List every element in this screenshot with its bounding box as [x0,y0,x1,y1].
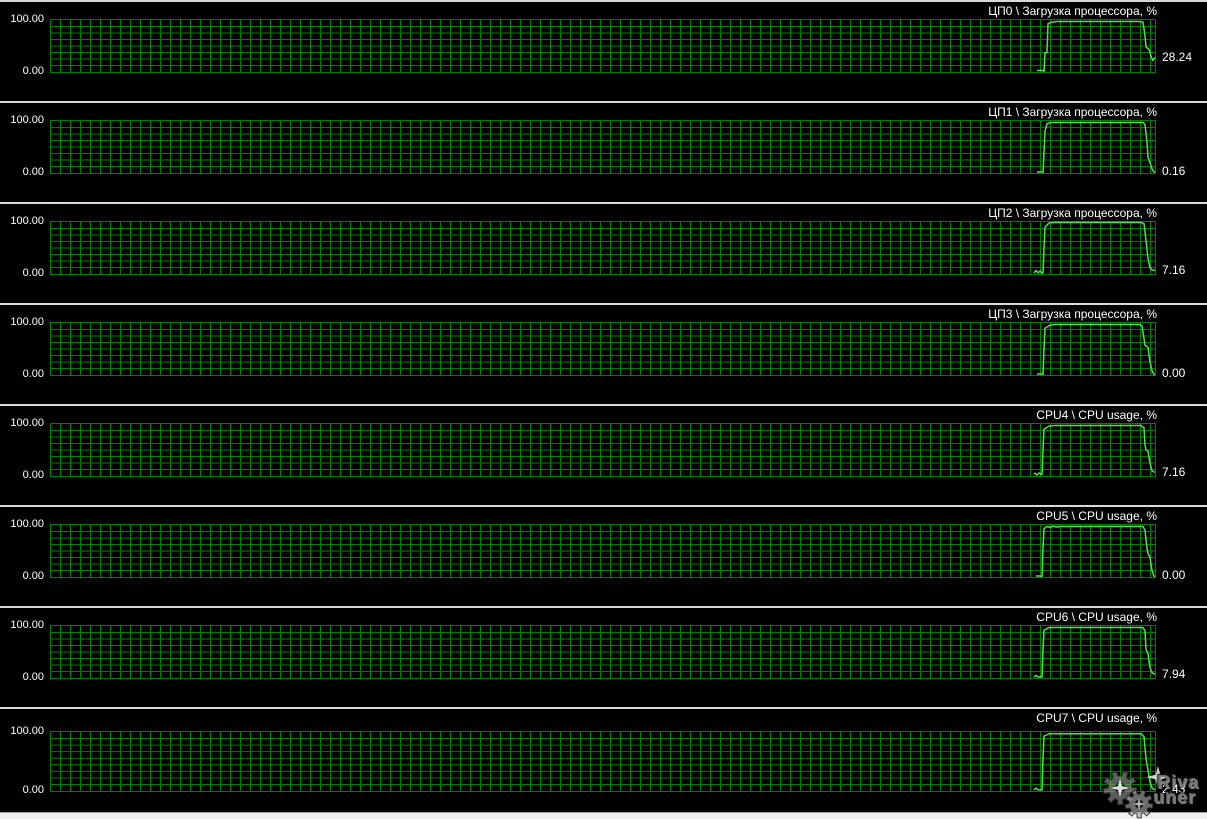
usage-line [1037,121,1156,174]
usage-line [1037,323,1156,376]
current-value-label: 28.24 [1162,50,1193,65]
graph-panel-cpu2: ЦП2 \ Загрузка процессора, % 100.00 0.00 7.… [0,204,1207,305]
current-value-label: 2.43 [1162,782,1186,796]
current-value-label: 7.94 [1162,666,1186,681]
usage-graph-cpu7[interactable] [50,731,1156,792]
usage-line [1036,525,1156,578]
usage-graph-cpu4[interactable] [50,423,1156,477]
y-axis-max-label: 100.00 [10,215,44,227]
usage-graph-cpu1[interactable] [50,120,1156,174]
usage-graph-cpu6[interactable] [50,625,1156,679]
y-axis-min-label: 0.00 [22,469,44,481]
usage-line [1037,20,1156,73]
graph-title: CPU6 \ CPU usage, % [1036,610,1157,624]
usage-graph-cpu2[interactable] [50,221,1156,275]
graph-title: ЦП2 \ Загрузка процессора, % [988,206,1157,220]
graph-title: CPU7 \ CPU usage, % [1036,711,1157,725]
current-value-label: 0.16 [1162,164,1186,178]
y-axis-min-label: 0.00 [22,65,44,77]
graph-panel-cpu1: ЦП1 \ Загрузка процессора, % 100.00 0.00 0.… [0,103,1207,204]
graph-panel-cpu3: ЦП3 \ Загрузка процессора, % 100.00 0.00 0.… [0,305,1207,406]
usage-line [1033,221,1156,274]
y-axis-max-label: 100.00 [10,114,44,126]
graph-title: CPU5 \ CPU usage, % [1036,509,1157,523]
y-axis-max-label: 100.00 [10,518,44,530]
y-axis-min-label: 0.00 [22,166,44,178]
y-axis-min-label: 0.00 [22,368,44,380]
graph-title: ЦП0 \ Загрузка процессора, % [988,4,1157,18]
y-axis-max-label: 100.00 [10,316,44,328]
graph-title: CPU4 \ CPU usage, % [1036,408,1157,422]
window-bottom-border [0,812,1207,819]
y-axis-min-label: 0.00 [22,267,44,279]
usage-line [1033,733,1156,791]
graph-panel-cpu6: CPU6 \ CPU usage, % 100.00 0.00 7.94 [0,608,1207,709]
y-axis-min-label: 0.00 [22,570,44,582]
current-value-label: 7.16 [1162,263,1186,278]
y-axis-min-label: 0.00 [22,784,44,796]
usage-line [1033,424,1156,476]
window-top-border [0,0,1207,2]
usage-line [1033,626,1155,678]
y-axis-max-label: 100.00 [10,13,44,25]
graph-panel-cpu0: ЦП0 \ Загрузка процессора, % 100.00 0.00 28… [0,2,1207,103]
usage-graph-cpu3[interactable] [50,322,1156,376]
current-value-label: 0.00 [1162,366,1186,380]
graph-title: ЦП1 \ Загрузка процессора, % [988,105,1157,119]
graph-title: ЦП3 \ Загрузка процессора, % [988,307,1157,321]
current-value-label: 7.16 [1162,465,1186,480]
current-value-label: 0.00 [1162,568,1186,582]
usage-graph-cpu5[interactable] [50,524,1156,578]
y-axis-max-label: 100.00 [10,417,44,429]
usage-graph-cpu0[interactable] [50,19,1156,73]
y-axis-min-label: 0.00 [22,671,44,683]
graph-panel-cpu5: CPU5 \ CPU usage, % 100.00 0.00 0.00 [0,507,1207,608]
y-axis-max-label: 100.00 [10,619,44,631]
graph-panel-cpu7: CPU7 \ CPU usage, % 100.00 0.00 2.43 [0,709,1207,812]
graph-panel-cpu4: CPU4 \ CPU usage, % 100.00 0.00 7.16 [0,406,1207,507]
y-axis-max-label: 100.00 [10,725,44,737]
